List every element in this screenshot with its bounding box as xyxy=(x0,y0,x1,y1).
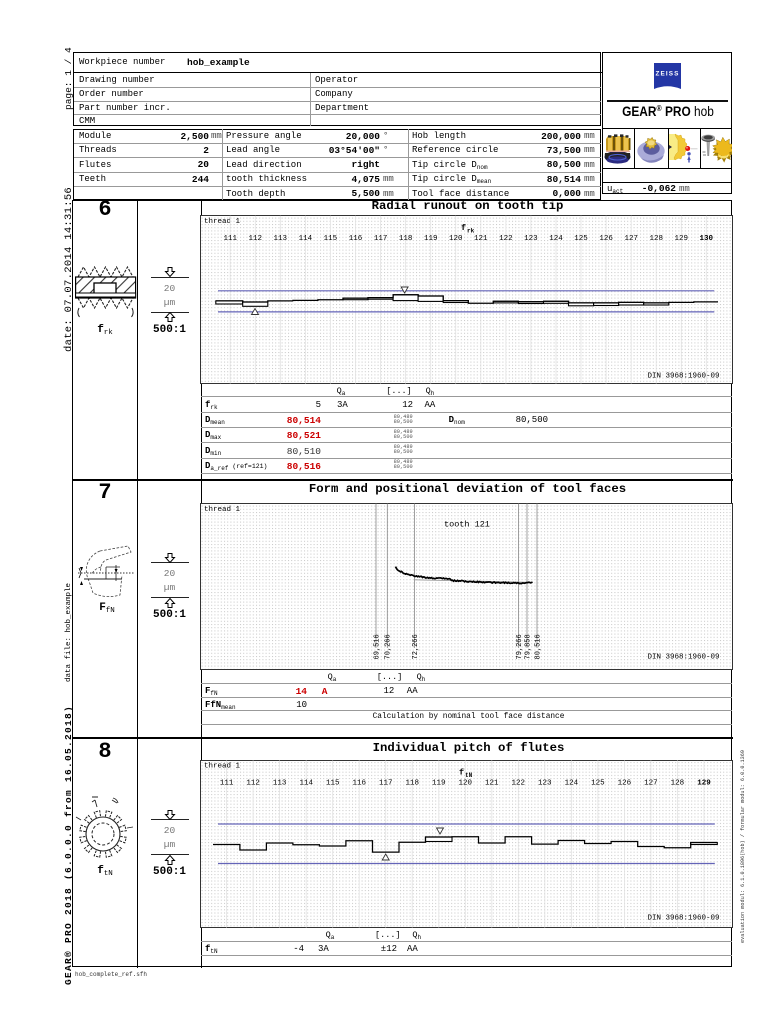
svg-text:126: 126 xyxy=(599,235,613,243)
svg-text:70,266: 70,266 xyxy=(385,634,393,659)
svg-text:128: 128 xyxy=(649,235,663,243)
svg-text:DIN 3968:1960-09: DIN 3968:1960-09 xyxy=(647,654,719,662)
svg-text:124: 124 xyxy=(565,779,579,787)
svg-text:126: 126 xyxy=(618,779,632,787)
svg-text:72,266: 72,266 xyxy=(412,634,420,659)
svg-text:tN: tN xyxy=(465,772,473,779)
svg-text:120: 120 xyxy=(459,779,473,787)
svg-text:113: 113 xyxy=(274,235,288,243)
svg-text:69,516: 69,516 xyxy=(373,634,381,659)
svg-text:129: 129 xyxy=(675,235,689,243)
svg-text:thread 1: thread 1 xyxy=(204,762,241,770)
svg-text:118: 118 xyxy=(405,779,419,787)
svg-text:thread 1: thread 1 xyxy=(204,506,241,514)
svg-text:125: 125 xyxy=(574,235,588,243)
svg-text:121: 121 xyxy=(485,779,499,787)
svg-text:121: 121 xyxy=(474,235,488,243)
svg-text:117: 117 xyxy=(379,779,393,787)
svg-text:DIN 3968:1960-09: DIN 3968:1960-09 xyxy=(647,914,719,922)
svg-text:119: 119 xyxy=(432,779,446,787)
svg-text:122: 122 xyxy=(512,779,526,787)
svg-text:128: 128 xyxy=(671,779,685,787)
svg-text:112: 112 xyxy=(246,779,260,787)
svg-text:112: 112 xyxy=(249,235,263,243)
svg-text:rk: rk xyxy=(467,228,475,235)
svg-text:130: 130 xyxy=(700,235,714,243)
svg-text:127: 127 xyxy=(624,235,638,243)
svg-text:tooth 121: tooth 121 xyxy=(444,520,490,530)
svg-text:ZEISS: ZEISS xyxy=(656,71,680,78)
svg-text:114: 114 xyxy=(299,235,313,243)
svg-text:119: 119 xyxy=(424,235,438,243)
svg-text:79,266: 79,266 xyxy=(516,634,524,659)
svg-text:thread 1: thread 1 xyxy=(204,218,241,226)
svg-text:120: 120 xyxy=(449,235,463,243)
svg-text:118: 118 xyxy=(399,235,413,243)
svg-text:124: 124 xyxy=(549,235,563,243)
svg-text:122: 122 xyxy=(499,235,513,243)
svg-text:113: 113 xyxy=(273,779,287,787)
svg-text:123: 123 xyxy=(524,235,538,243)
svg-text:115: 115 xyxy=(324,235,338,243)
svg-text:111: 111 xyxy=(220,779,234,787)
svg-text:116: 116 xyxy=(352,779,366,787)
svg-text:DIN 3968:1960-09: DIN 3968:1960-09 xyxy=(647,373,719,381)
svg-text:116: 116 xyxy=(349,235,363,243)
svg-text:111: 111 xyxy=(223,235,237,243)
svg-text:129: 129 xyxy=(697,779,711,787)
svg-text:f: f xyxy=(459,767,464,777)
svg-text:79,858: 79,858 xyxy=(524,634,532,659)
svg-text:f: f xyxy=(461,223,466,233)
svg-text:125: 125 xyxy=(591,779,605,787)
svg-text:117: 117 xyxy=(374,235,388,243)
svg-text:114: 114 xyxy=(299,779,313,787)
svg-text:80,516: 80,516 xyxy=(534,634,542,659)
svg-text:127: 127 xyxy=(644,779,658,787)
svg-text:123: 123 xyxy=(538,779,552,787)
svg-text:115: 115 xyxy=(326,779,340,787)
